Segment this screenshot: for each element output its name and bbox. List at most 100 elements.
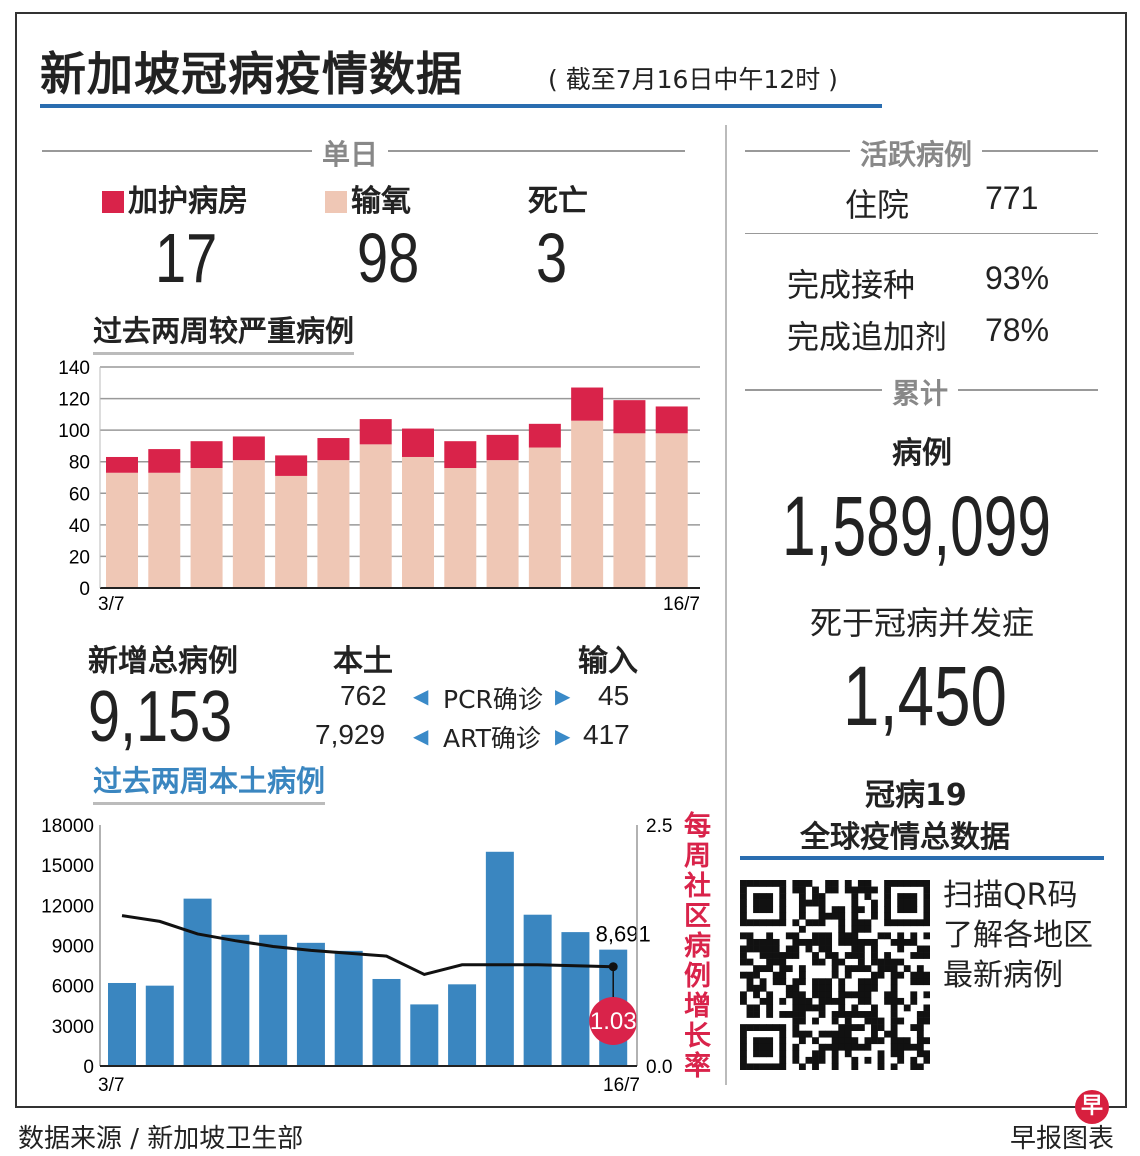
qr-module: [740, 1024, 747, 1031]
qr-module: [923, 971, 930, 979]
qr-module: [766, 880, 774, 887]
qr-module: [864, 919, 872, 927]
cumulative-cases: 1,589,099: [782, 479, 1052, 573]
qr-module: [766, 1037, 774, 1045]
qr-module: [897, 906, 905, 914]
qr-module: [857, 919, 865, 927]
qr-module: [897, 1056, 905, 1064]
bar-oxygen: [571, 420, 604, 588]
qr-module: [766, 1043, 774, 1051]
qr-module: [871, 906, 878, 914]
import-label: 输入: [578, 644, 638, 679]
qr-module: [864, 938, 872, 946]
qr-module: [746, 945, 754, 953]
qr-module: [818, 978, 826, 986]
qr-module: [857, 1011, 865, 1018]
qr-module: [838, 912, 846, 920]
qr-module: [766, 965, 774, 973]
qr-code[interactable]: [740, 880, 930, 1070]
qr-module: [766, 932, 774, 940]
qr-module: [844, 886, 852, 894]
qr-module: [753, 899, 760, 907]
qr-module: [923, 1056, 930, 1064]
qr-module: [753, 1050, 760, 1058]
vacc-label: 完成接种: [787, 266, 916, 304]
qr-module: [779, 1030, 787, 1038]
qr-module: [877, 932, 885, 940]
qr-module: [831, 952, 839, 959]
qr-module: [916, 1030, 924, 1038]
qr-module: [890, 1011, 898, 1018]
qr-module: [759, 945, 767, 953]
bar-icu: [655, 406, 688, 434]
qr-module: [759, 893, 767, 900]
bar-oxygen: [486, 460, 519, 588]
qr-module: [903, 938, 911, 946]
qr-module: [871, 886, 878, 894]
section-active: 活跃病例: [850, 133, 983, 173]
qr-module: [877, 971, 885, 979]
qr-module: [903, 893, 911, 900]
qr-module: [740, 912, 747, 920]
bar-oxygen: [444, 468, 477, 588]
deaths-label: 死于冠病并发症: [810, 604, 1035, 642]
bar-oxygen: [402, 456, 434, 588]
qr-module: [798, 991, 806, 999]
qr-module: [871, 958, 878, 966]
qr-module: [798, 1037, 806, 1045]
qr-module: [792, 1050, 800, 1058]
qr-module: [779, 1056, 787, 1064]
qr-module: [753, 1037, 760, 1045]
qr-module: [877, 1037, 885, 1045]
left-arrow-icon: ◀: [413, 724, 429, 748]
qr-module: [864, 893, 872, 900]
qr-module: [805, 1004, 813, 1012]
bar-oxygen: [359, 444, 392, 588]
qr-module: [890, 997, 898, 1005]
qr-module: [831, 1056, 839, 1064]
qr-module: [746, 1063, 754, 1070]
qr-module: [779, 1011, 787, 1018]
qr-module: [805, 938, 813, 946]
qr-module: [890, 1043, 898, 1051]
qr-module: [851, 1004, 859, 1012]
qr-module: [759, 952, 767, 959]
qr-module: [838, 919, 846, 927]
qr-module: [779, 997, 787, 1005]
qr-module: [851, 906, 859, 914]
bar-icu: [528, 423, 561, 448]
qr-module: [812, 893, 819, 900]
bar-icu: [232, 436, 265, 461]
x-start-label: 3/7: [98, 594, 124, 615]
qr-module: [798, 899, 806, 907]
qr-module: [844, 1037, 852, 1045]
qr-module: [766, 1024, 774, 1031]
qr-module: [818, 938, 826, 946]
qr-module: [923, 991, 930, 999]
bar-icu: [106, 456, 138, 473]
zaobao-logo: 早: [1075, 1090, 1109, 1124]
qr-module: [884, 912, 891, 920]
qr-module: [753, 991, 760, 999]
qr-module: [857, 880, 865, 887]
qr-module: [818, 991, 826, 999]
qr-module: [772, 1063, 780, 1070]
qr-module: [851, 991, 859, 999]
qr-text-2: 了解各地区: [943, 918, 1093, 953]
qr-module: [779, 919, 787, 927]
qr-module: [910, 899, 918, 907]
qr-module: [890, 880, 898, 887]
qr-module: [746, 984, 754, 992]
qr-module: [818, 1004, 826, 1012]
qr-module: [851, 1011, 859, 1018]
qr-module: [838, 1004, 846, 1012]
y-tick-label: 6000: [52, 977, 94, 998]
qr-module: [871, 912, 878, 920]
qr-module: [890, 965, 898, 973]
qr-module: [890, 1063, 898, 1070]
qr-module: [844, 1050, 852, 1058]
qr-module: [851, 893, 859, 900]
qr-module: [766, 945, 774, 953]
qr-module: [798, 880, 806, 887]
qr-module: [785, 945, 793, 953]
